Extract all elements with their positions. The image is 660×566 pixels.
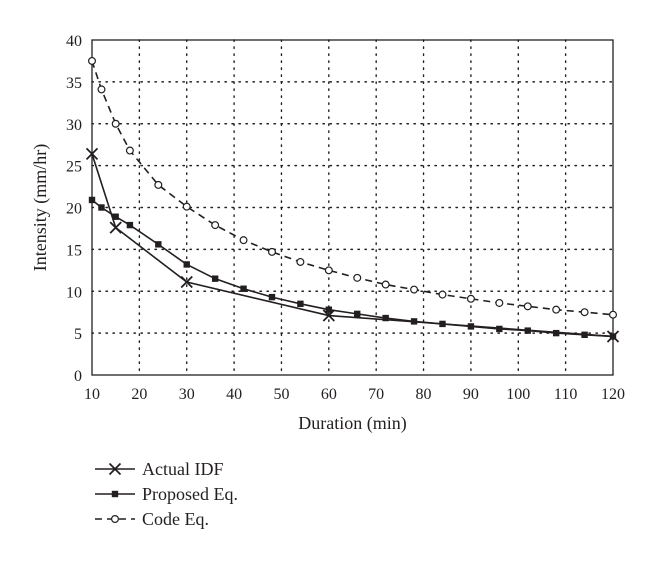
square-marker bbox=[155, 241, 162, 248]
legend-item: Proposed Eq. bbox=[95, 484, 238, 504]
square-marker bbox=[88, 196, 96, 204]
circle-marker bbox=[523, 302, 532, 311]
square-marker bbox=[581, 331, 588, 338]
y-tick-label: 30 bbox=[66, 117, 82, 134]
legend-item: Code Eq. bbox=[95, 509, 209, 529]
y-tick-label: 10 bbox=[66, 284, 82, 301]
legend: Actual IDF Proposed Eq. Code Eq. bbox=[95, 459, 238, 529]
x-tick-label: 90 bbox=[463, 386, 479, 403]
circle-marker bbox=[410, 285, 419, 294]
circle-marker bbox=[125, 146, 134, 155]
x-tick-label: 50 bbox=[273, 386, 289, 403]
square-marker bbox=[410, 318, 418, 325]
circle-marker bbox=[239, 236, 248, 245]
circle-marker bbox=[296, 257, 305, 266]
square-marker bbox=[467, 323, 475, 330]
circle-marker bbox=[495, 298, 504, 307]
series-line bbox=[91, 153, 614, 338]
y-tick-label: 5 bbox=[74, 326, 82, 343]
square-marker bbox=[268, 293, 276, 301]
square-marker bbox=[111, 490, 119, 498]
circle-marker bbox=[211, 221, 220, 230]
y-tick-label: 0 bbox=[74, 368, 82, 385]
square-marker bbox=[126, 221, 134, 229]
series-line bbox=[91, 199, 614, 338]
grid-lines bbox=[91, 39, 614, 376]
x-tick-label: 100 bbox=[506, 386, 530, 403]
x-tick-label: 20 bbox=[131, 386, 147, 403]
x-marker bbox=[85, 147, 99, 161]
series-1 bbox=[88, 196, 617, 340]
y-tick-label: 15 bbox=[66, 242, 82, 259]
x-marker bbox=[180, 275, 193, 289]
y-tick-label: 25 bbox=[66, 159, 82, 176]
circle-marker bbox=[381, 280, 390, 289]
x-tick-label: 60 bbox=[321, 386, 337, 403]
square-marker bbox=[552, 329, 560, 337]
circle-marker bbox=[552, 305, 561, 314]
circle-marker bbox=[466, 294, 475, 303]
square-marker bbox=[609, 333, 617, 340]
square-marker bbox=[183, 261, 190, 268]
circle-marker bbox=[580, 308, 589, 317]
series-2 bbox=[87, 56, 617, 319]
series-line bbox=[91, 60, 614, 316]
circle-marker bbox=[97, 85, 106, 94]
circle-marker bbox=[110, 514, 119, 523]
x-marker bbox=[109, 221, 122, 234]
circle-marker bbox=[353, 273, 362, 282]
y-axis-title: Intensity (mm/hr) bbox=[30, 144, 51, 271]
x-tick-label: 10 bbox=[84, 386, 100, 403]
square-marker bbox=[297, 300, 304, 308]
x-tick-label: 70 bbox=[368, 386, 384, 403]
circle-marker bbox=[182, 202, 191, 211]
legend-label: Actual IDF bbox=[142, 459, 223, 479]
circle-marker bbox=[267, 247, 276, 256]
series-group bbox=[85, 56, 620, 343]
x-tick-label: 80 bbox=[416, 386, 432, 403]
plot-frame bbox=[91, 39, 614, 376]
x-marker bbox=[108, 462, 122, 476]
x-marker bbox=[322, 309, 335, 322]
x-axis-title: Duration (min) bbox=[298, 413, 406, 434]
square-marker bbox=[240, 285, 247, 292]
circle-marker bbox=[324, 266, 333, 275]
square-marker bbox=[382, 314, 389, 322]
circle-marker bbox=[111, 119, 120, 128]
x-tick-label: 30 bbox=[179, 386, 195, 403]
square-marker bbox=[112, 213, 119, 220]
circle-marker bbox=[87, 56, 96, 65]
legend-label: Proposed Eq. bbox=[142, 484, 238, 504]
circle-marker bbox=[608, 310, 617, 319]
y-tick-label: 20 bbox=[66, 201, 82, 218]
square-marker bbox=[524, 327, 531, 334]
square-marker bbox=[496, 325, 503, 333]
x-tick-label: 110 bbox=[554, 386, 577, 403]
y-tick-label: 40 bbox=[66, 33, 82, 50]
x-tick-label: 40 bbox=[226, 386, 242, 403]
square-marker bbox=[439, 320, 446, 328]
axis-ticks: 10 20 30 40 50 60 70 80 90 100 110 120 0 5 10 15 20 25 30 3… bbox=[66, 33, 625, 403]
square-marker bbox=[211, 275, 219, 282]
square-marker bbox=[98, 204, 105, 211]
circle-marker bbox=[154, 180, 163, 189]
legend-item: Actual IDF bbox=[95, 459, 223, 479]
y-tick-label: 35 bbox=[66, 75, 82, 92]
x-tick-label: 120 bbox=[601, 386, 625, 403]
circle-marker bbox=[438, 290, 447, 299]
square-marker bbox=[354, 310, 361, 318]
square-marker bbox=[325, 306, 333, 313]
legend-label: Code Eq. bbox=[142, 509, 209, 529]
